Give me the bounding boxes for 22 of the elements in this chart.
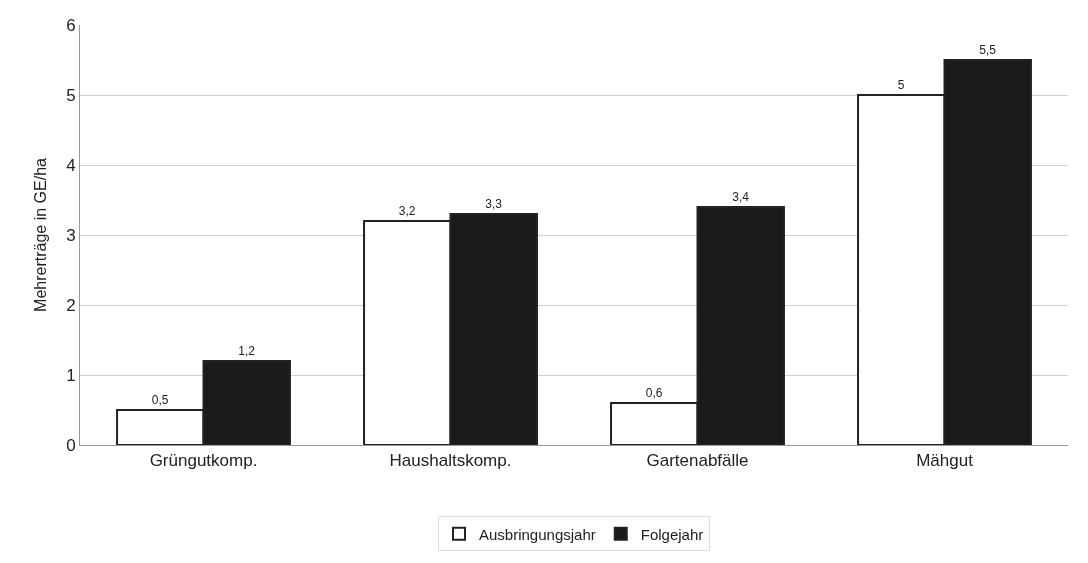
data-label: 3,4 <box>732 190 750 204</box>
data-label: 3,3 <box>485 197 503 211</box>
data-label: 1,2 <box>238 344 256 358</box>
x-tick-label: Grüngutkomp. <box>149 451 258 471</box>
y-tick-label: 6 <box>66 15 76 35</box>
y-tick-label: 0 <box>66 435 76 455</box>
y-tick-label: 3 <box>66 225 76 245</box>
y-tick-label: 5 <box>66 85 76 105</box>
x-tick-label: Haushaltskomp. <box>389 451 512 471</box>
data-label: 5 <box>897 78 905 92</box>
y-tick-label: 1 <box>66 365 76 385</box>
data-label: 5,5 <box>979 43 997 57</box>
y-tick-label: 2 <box>66 295 76 315</box>
x-tick-label: Gartenabfälle <box>646 451 749 471</box>
y-axis-title: Mehrerträge in GE/ha <box>32 157 50 312</box>
x-tick-label: Mähgut <box>916 451 974 471</box>
legend-label: Folgejahr <box>640 525 704 543</box>
y-tick-label: 4 <box>66 155 76 175</box>
data-label: 0,5 <box>151 393 169 407</box>
legend-label: Ausbringungsjahr <box>479 525 596 543</box>
data-label: 0,6 <box>645 386 663 400</box>
data-label: 3,2 <box>398 204 416 218</box>
